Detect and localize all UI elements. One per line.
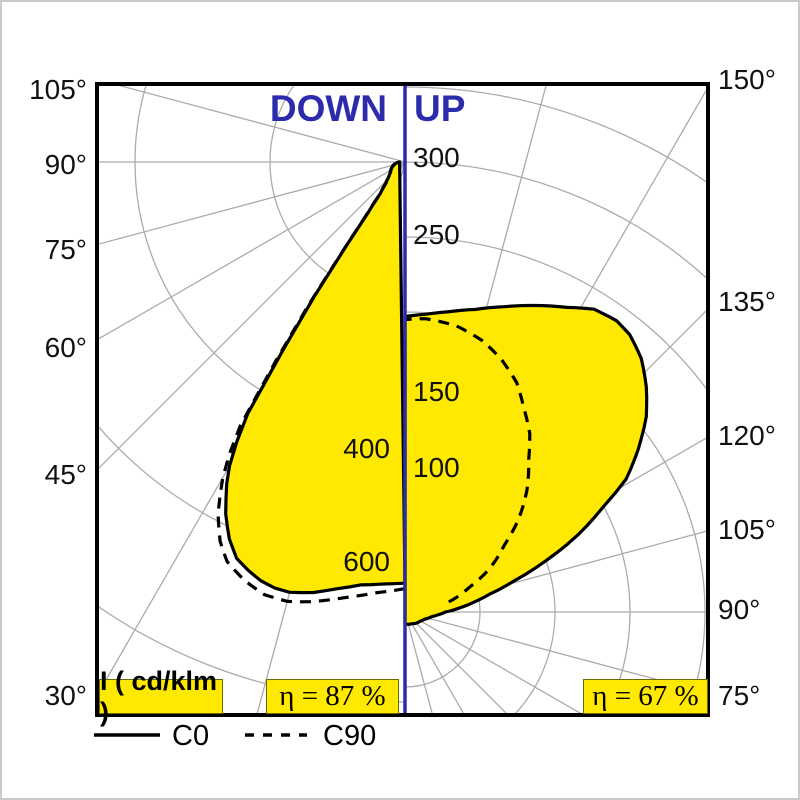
angle-tick-right: 120°: [718, 420, 776, 451]
radial-tick-label: 250: [413, 219, 460, 250]
angle-tick-left: 60°: [44, 332, 87, 363]
angle-tick-right: 150°: [718, 64, 776, 95]
up-title: UP: [414, 88, 466, 129]
angle-tick-right: 135°: [718, 286, 776, 317]
legend-c90-label: C90: [323, 720, 377, 752]
efficiency-up-value: η = 67 %: [592, 680, 699, 712]
radial-tick-label: 100: [413, 452, 460, 483]
curve-up-c0: [403, 303, 649, 626]
angle-tick-right: 90°: [718, 594, 761, 625]
curve-down-c90: [216, 161, 406, 604]
legend-c0-label: C0: [172, 720, 210, 752]
angle-tick-left: 75°: [44, 234, 87, 265]
efficiency-up-box: η = 67 %: [583, 679, 708, 714]
angle-tick-left: 105°: [29, 74, 87, 105]
curve-down-c0: [224, 160, 407, 595]
unit-label-box: I ( cd/klm ): [99, 666, 223, 727]
radial-tick-label: 600: [343, 546, 390, 577]
efficiency-down-box: η = 87 %: [266, 679, 399, 714]
angle-tick-left: 45°: [44, 459, 87, 490]
radial-tick-label: 300: [413, 142, 460, 173]
angle-tick-left: 90°: [44, 149, 87, 180]
down-title: DOWN: [269, 88, 387, 129]
curve-up-c90: [404, 317, 532, 604]
plot-frame: [95, 82, 710, 717]
angle-tick-right: 75°: [718, 680, 761, 711]
unit-label: I ( cd/klm ): [100, 665, 218, 727]
radial-tick-label: 400: [343, 433, 390, 464]
angle-tick-right: 105°: [718, 514, 776, 545]
efficiency-down-value: η = 87 %: [279, 680, 386, 712]
angle-tick-left: 30°: [44, 680, 87, 711]
radial-tick-label: 150: [413, 376, 460, 407]
